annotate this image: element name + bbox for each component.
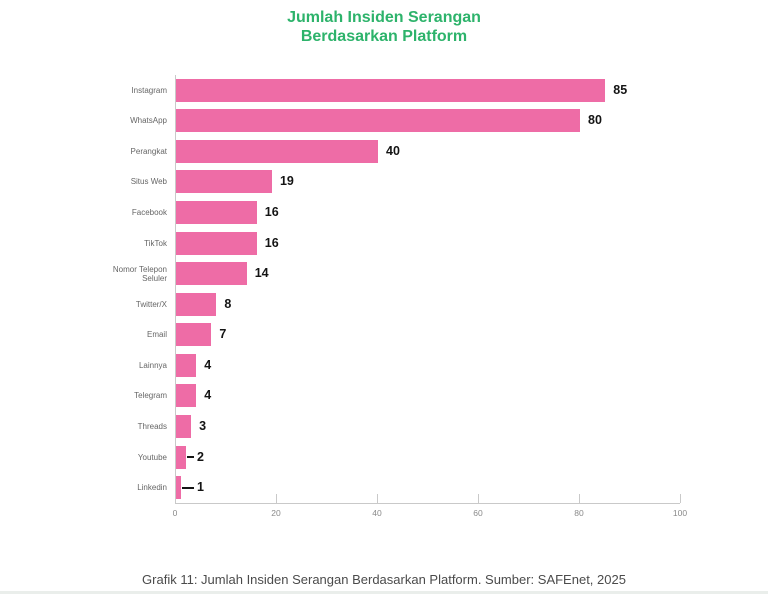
category-label-nomor-telepon-seluler: Nomor Telepon Seluler bbox=[112, 264, 167, 283]
bar-instagram bbox=[176, 78, 606, 102]
category-label-email: Email bbox=[146, 330, 167, 340]
x-axis-tick-label-40: 40 bbox=[372, 508, 382, 518]
value-label-whatsapp: 80 bbox=[588, 113, 602, 128]
value-label-youtube: 2 bbox=[197, 449, 204, 464]
bar-perangkat bbox=[176, 139, 378, 163]
bar-email bbox=[176, 323, 212, 347]
bar-row-facebook: Facebook 16 bbox=[132, 197, 680, 228]
y-axis-line bbox=[175, 75, 176, 503]
chart-caption: Grafik 11: Jumlah Insiden Serangan Berda… bbox=[142, 572, 626, 587]
category-label-situs-web: Situs Web bbox=[130, 177, 167, 187]
bar-row-nomor-telepon-seluler: Nomor Telepon Seluler 14 bbox=[113, 258, 680, 289]
value-label-email: 7 bbox=[219, 327, 227, 342]
value-label-tiktok: 16 bbox=[264, 235, 279, 250]
bar-row-perangkat: Perangkat 40 bbox=[131, 136, 680, 167]
value-connector-linkedin bbox=[182, 486, 194, 489]
bar-threads bbox=[176, 415, 192, 439]
x-axis-tick-60 bbox=[478, 494, 479, 503]
value-label-instagram: 85 bbox=[613, 82, 628, 97]
value-label-nomor-telepon-seluler: 14 bbox=[254, 266, 269, 281]
bar-tiktok bbox=[176, 231, 257, 255]
bottom-divider bbox=[0, 591, 768, 594]
x-axis-tick-100 bbox=[680, 494, 681, 503]
x-axis-tick-0 bbox=[175, 494, 176, 503]
bar-row-twitter-x: Twitter/X 8 bbox=[136, 289, 680, 320]
category-label-perangkat: Perangkat bbox=[130, 146, 167, 156]
bar-youtube bbox=[176, 445, 187, 469]
value-label-situs-web: 19 bbox=[279, 174, 294, 189]
bar-row-youtube: Youtube 2 bbox=[138, 442, 680, 473]
bar-telegram bbox=[176, 384, 197, 408]
category-label-threads: Threads bbox=[137, 422, 167, 432]
bar-row-threads: Threads 3 bbox=[138, 411, 680, 442]
category-label-lainnya: Lainnya bbox=[138, 360, 167, 370]
x-axis-tick-label-0: 0 bbox=[172, 508, 178, 518]
bar-row-telegram: Telegram 4 bbox=[134, 381, 680, 412]
x-axis-tick-40 bbox=[377, 494, 378, 503]
bar-row-instagram: Instagram 85 bbox=[131, 75, 680, 106]
bar-situs-web bbox=[176, 170, 272, 194]
category-label-instagram: Instagram bbox=[131, 85, 167, 95]
category-label-twitter-x: Twitter/X bbox=[135, 299, 167, 309]
category-label-linkedin: Linkedin bbox=[137, 483, 167, 493]
category-label-telegram: Telegram bbox=[134, 391, 167, 401]
bar-nomor-telepon-seluler bbox=[176, 262, 247, 286]
value-label-threads: 3 bbox=[199, 419, 207, 434]
bar-facebook bbox=[176, 201, 257, 225]
value-label-telegram: 4 bbox=[204, 388, 212, 403]
category-label-facebook: Facebook bbox=[131, 208, 167, 218]
bar-row-lainnya: Lainnya 4 bbox=[139, 350, 680, 381]
value-label-linkedin: 1 bbox=[197, 480, 204, 495]
value-label-twitter-x: 8 bbox=[224, 296, 232, 311]
bar-row-whatsapp: WhatsApp 80 bbox=[130, 106, 680, 137]
chart-title-line2: Berdasarkan Platform bbox=[300, 28, 468, 45]
bar-lainnya bbox=[176, 353, 197, 377]
x-axis-tick-20 bbox=[276, 494, 277, 503]
value-label-facebook: 16 bbox=[264, 205, 279, 220]
bar-row-email: Email 7 bbox=[147, 320, 680, 351]
category-label-whatsapp: WhatsApp bbox=[130, 116, 167, 126]
bar-whatsapp bbox=[176, 109, 580, 133]
x-axis-tick-label-80: 80 bbox=[574, 508, 584, 518]
value-label-perangkat: 40 bbox=[386, 143, 400, 158]
x-axis-tick-80 bbox=[579, 494, 580, 503]
bar-row-situs-web: Situs Web 19 bbox=[131, 167, 680, 198]
category-label-youtube: Youtube bbox=[137, 452, 167, 462]
bar-row-linkedin: Linkedin 1 bbox=[137, 472, 680, 503]
bar-row-tiktok: TikTok 16 bbox=[144, 228, 680, 259]
bar-linkedin bbox=[176, 476, 182, 500]
x-axis-tick-label-60: 60 bbox=[473, 508, 483, 518]
chart-title: Jumlah Insiden Serangan Berdasarkan Platf… bbox=[0, 8, 768, 46]
value-connector-youtube bbox=[187, 456, 194, 459]
x-axis-line bbox=[175, 503, 680, 504]
x-axis-tick-label-20: 20 bbox=[271, 508, 281, 518]
plot-area: Instagram 85 WhatsApp 80 Perangkat 40 Situs We… bbox=[113, 75, 687, 518]
bar-twitter-x bbox=[176, 292, 217, 316]
value-label-lainnya: 4 bbox=[204, 357, 212, 372]
category-label-tiktok: TikTok bbox=[144, 238, 167, 248]
x-axis-tick-label-100: 100 bbox=[672, 508, 688, 518]
chart-title-line1: Jumlah Insiden Serangan bbox=[287, 9, 481, 26]
